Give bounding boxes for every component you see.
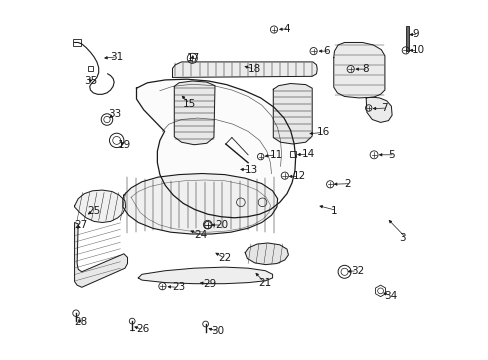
Text: 32: 32 [350, 266, 363, 276]
Polygon shape [366, 97, 391, 122]
Text: 26: 26 [136, 324, 149, 334]
Polygon shape [172, 62, 317, 77]
Text: 4: 4 [283, 24, 289, 34]
Text: 9: 9 [411, 29, 418, 39]
Text: 34: 34 [384, 291, 397, 301]
Text: 18: 18 [247, 64, 261, 74]
Text: 19: 19 [118, 140, 131, 150]
Text: 31: 31 [110, 52, 123, 62]
Polygon shape [273, 84, 311, 144]
Text: 7: 7 [381, 103, 387, 113]
Text: 24: 24 [194, 230, 207, 240]
Text: 21: 21 [258, 278, 271, 288]
Text: 20: 20 [215, 220, 228, 230]
Text: 16: 16 [316, 127, 329, 138]
Text: 30: 30 [211, 326, 224, 336]
Polygon shape [174, 81, 215, 145]
Polygon shape [75, 190, 125, 222]
Polygon shape [136, 79, 295, 218]
Bar [87, 66, 93, 71]
Text: 35: 35 [84, 76, 97, 86]
Text: 5: 5 [387, 150, 394, 160]
Text: 10: 10 [411, 45, 424, 55]
Text: 8: 8 [361, 64, 368, 74]
Text: 11: 11 [269, 150, 283, 160]
Text: 25: 25 [87, 206, 100, 216]
Text: 12: 12 [292, 171, 305, 181]
Bar [405, 26, 408, 51]
Polygon shape [333, 42, 384, 98]
Bar [289, 151, 295, 157]
Text: 27: 27 [75, 220, 88, 230]
Polygon shape [122, 174, 277, 234]
Bar [73, 39, 81, 46]
Text: 6: 6 [323, 46, 330, 56]
Text: 23: 23 [171, 282, 184, 292]
Polygon shape [138, 267, 272, 284]
Text: 17: 17 [186, 53, 200, 63]
Polygon shape [75, 222, 127, 287]
Text: 2: 2 [344, 179, 350, 189]
Text: 28: 28 [75, 317, 88, 327]
Text: 3: 3 [399, 233, 405, 243]
Text: 22: 22 [218, 253, 231, 264]
Polygon shape [244, 243, 288, 265]
Text: 13: 13 [244, 165, 257, 175]
Text: 15: 15 [183, 99, 196, 109]
Text: 1: 1 [330, 206, 337, 216]
Text: 33: 33 [107, 109, 121, 120]
Text: 14: 14 [301, 149, 314, 159]
Text: 29: 29 [203, 279, 216, 289]
